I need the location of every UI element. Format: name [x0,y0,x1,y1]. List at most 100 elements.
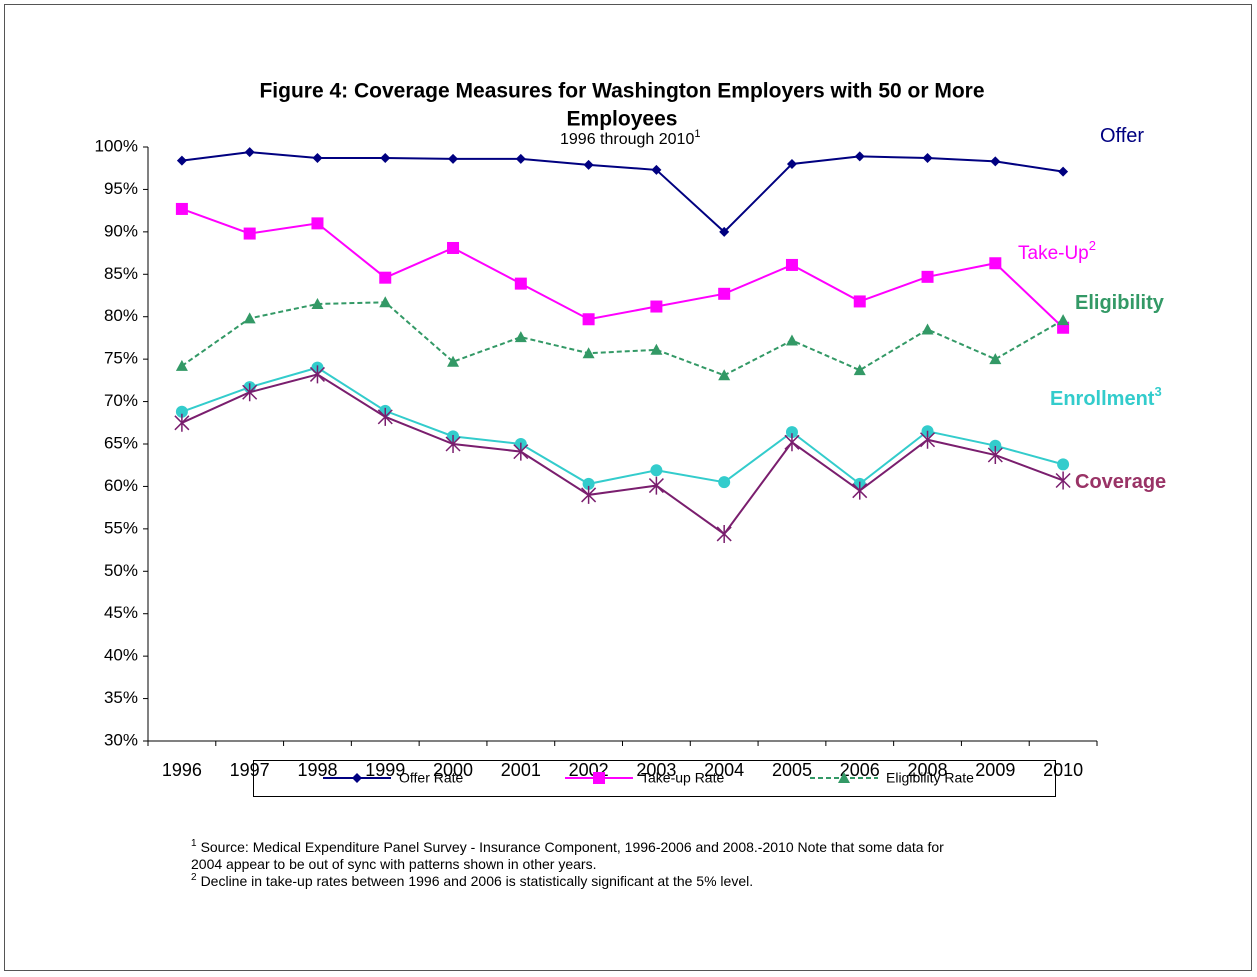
marker [175,202,188,215]
series-label-text: Eligibility [1075,292,1165,314]
chart-subtitle: 1996 through 20101 [560,128,700,148]
series-label-text: Offer [1100,125,1144,147]
series-label: Offer [1100,125,1144,147]
marker [650,464,663,477]
footnote: 2 Decline in take-up rates between 1996 a… [191,872,753,889]
marker [447,241,460,254]
marker [786,158,797,169]
footnote-text: Source: Medical Expenditure Panel Survey… [201,839,945,855]
marker [785,258,798,271]
marker [650,300,663,313]
footnote-mark: 2 [191,872,197,883]
marker [311,217,324,230]
y-tick-label: 30% [104,730,138,749]
marker [922,153,933,164]
series-label: Coverage [1075,471,1166,493]
marker [989,353,1002,365]
marker [716,524,732,543]
marker [921,323,934,335]
y-tick-label: 90% [104,221,138,240]
footnote-mark: 1 [191,838,197,849]
series-label-text: Enrollment [1050,388,1155,410]
marker [379,296,392,308]
x-tick-label: 2010 [1043,760,1083,780]
x-tick-label: 2001 [501,760,541,780]
y-tick-label: 75% [104,349,138,368]
y-tick-label: 100% [95,136,138,155]
legend-marker [593,772,605,784]
marker [650,343,663,355]
series-line [181,301,1064,377]
series-label: Eligibility [1075,292,1165,314]
marker [648,476,664,495]
marker [309,365,325,384]
marker [583,159,594,170]
x-tick-label: 1998 [297,760,337,780]
marker [447,355,460,367]
footnote-text: 2004 appear to be out of sync with patte… [191,856,596,872]
marker [515,153,526,164]
marker [445,435,461,453]
series-line [181,366,1064,486]
marker [989,257,1002,270]
marker [448,153,459,164]
marker [719,226,730,237]
marker [853,364,866,376]
marker [718,476,731,489]
footnote-text: Decline in take-up rates between 1996 an… [201,873,754,889]
marker [244,147,255,158]
marker [312,153,323,164]
chart-title: Figure 4: Coverage Measures for Washingt… [259,80,984,103]
x-tick-label: 1999 [365,760,405,780]
x-tick-label: 2008 [908,760,948,780]
marker [513,442,529,461]
x-tick-label: 2000 [433,760,473,780]
marker [1055,471,1071,490]
y-tick-label: 80% [104,306,138,325]
marker [852,481,868,500]
marker [243,312,256,324]
marker [990,156,1001,167]
legend-label: Eligibility Rate [886,770,974,786]
y-tick-label: 95% [104,179,138,198]
y-tick-label: 60% [104,476,138,495]
marker [582,347,595,359]
marker [987,446,1003,465]
marker [853,295,866,308]
marker [514,331,527,343]
marker [380,153,391,164]
marker [175,405,188,418]
subtitle-text: 1996 through 2010 [560,131,694,148]
marker [581,485,597,504]
y-tick-label: 55% [104,518,138,537]
series-label: Enrollment3 [1050,384,1162,410]
marker [784,433,800,452]
chart-title: Employees [567,108,678,131]
marker [377,407,393,426]
series-label-text: Coverage [1075,471,1166,493]
x-tick-label: 1997 [230,760,270,780]
marker [311,297,324,309]
footnote: 1 Source: Medical Expenditure Panel Surve… [191,838,944,855]
marker [514,277,527,290]
series-label: Take-Up2 [1018,238,1096,264]
x-tick-label: 2009 [975,760,1015,780]
marker [718,287,731,300]
marker [174,413,190,432]
marker [785,426,798,439]
marker [582,313,595,326]
marker [243,227,256,240]
series-label-note: 2 [1089,238,1096,253]
marker [242,383,258,402]
marker [921,270,934,283]
y-tick-label: 50% [104,561,138,580]
marker [582,477,595,490]
series-label-text: Take-Up [1018,243,1089,264]
marker [854,151,865,162]
y-tick-label: 65% [104,433,138,452]
x-tick-label: 2006 [840,760,880,780]
y-tick-label: 35% [104,688,138,707]
marker [1058,166,1069,177]
marker [1057,314,1070,326]
